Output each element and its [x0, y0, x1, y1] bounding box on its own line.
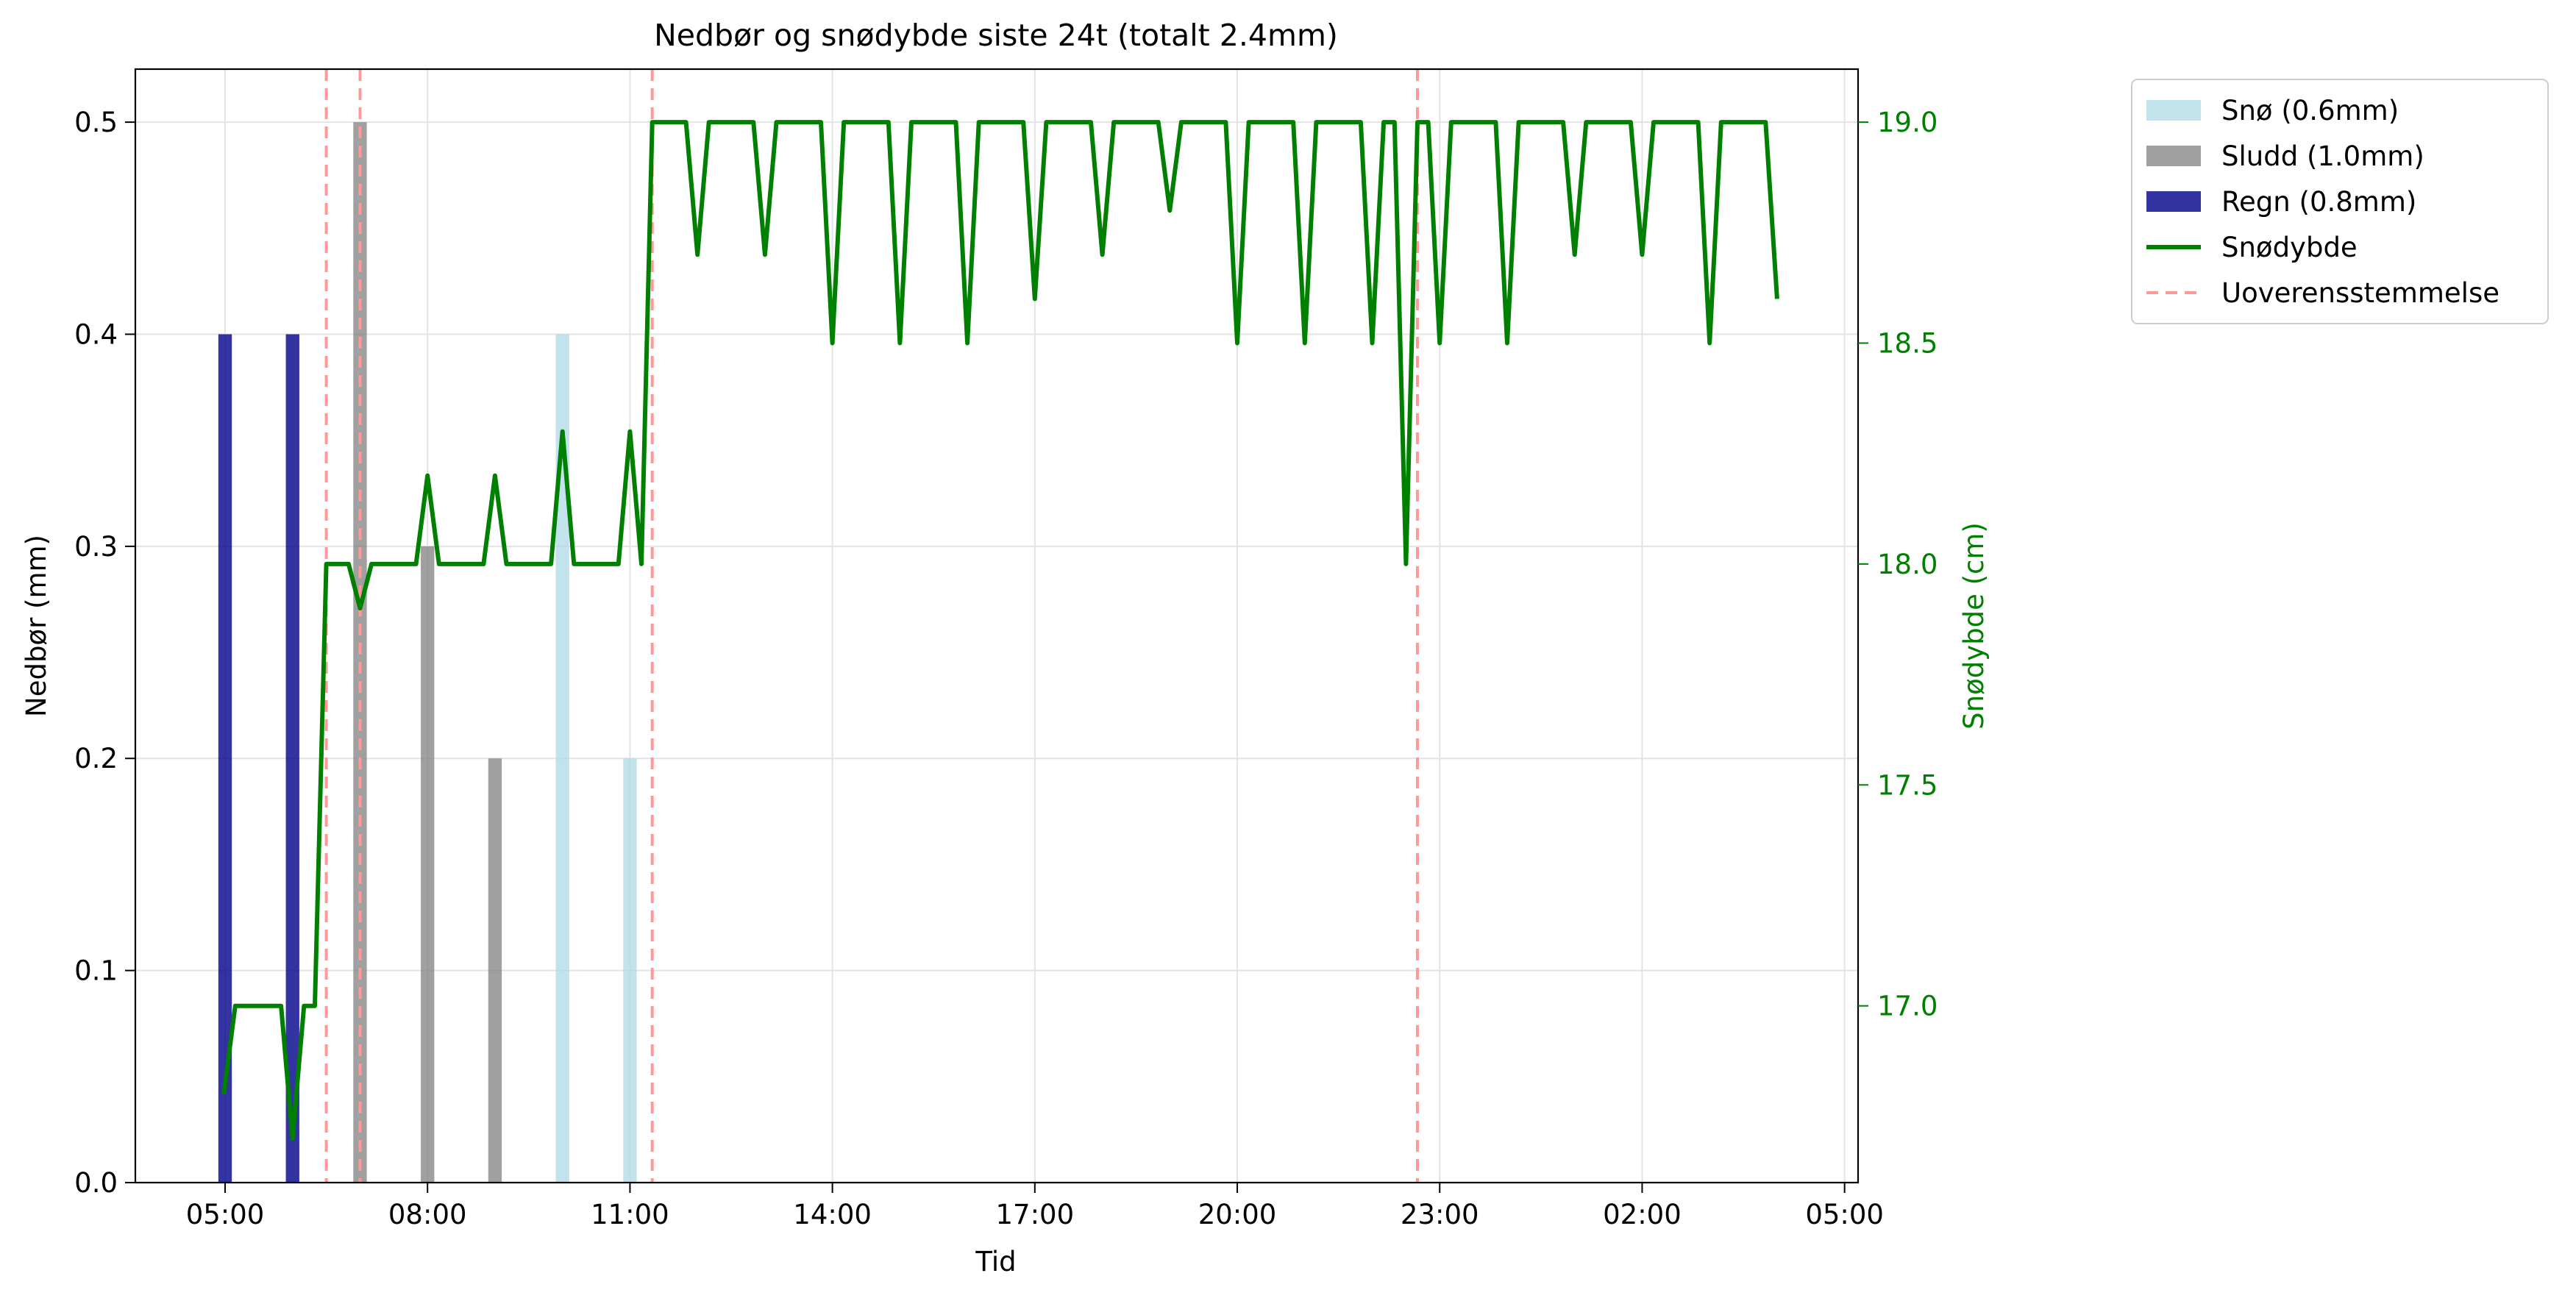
y-left-tick-label: 0.2	[74, 743, 118, 774]
x-axis-label: Tid	[975, 1246, 1016, 1277]
bar-regn	[218, 334, 232, 1183]
legend-label-sno: Snø (0.6mm)	[2221, 95, 2399, 126]
snow-depth-line	[221, 120, 1779, 1141]
y-right-tick-label: 17.0	[1877, 991, 1938, 1022]
bar-sno	[555, 334, 569, 1183]
y-right-tick-label: 17.5	[1877, 769, 1938, 801]
y-right-tick-label: 19.0	[1877, 107, 1938, 138]
bar-sno	[623, 758, 637, 1183]
x-tick-label: 23:00	[1401, 1199, 1479, 1230]
bar-sludd	[421, 546, 435, 1183]
bar-regn	[285, 334, 299, 1183]
legend-swatch-regn	[2146, 191, 2201, 212]
legend-swatch-sno	[2146, 100, 2201, 121]
x-tick-label: 17:00	[996, 1199, 1075, 1230]
x-tick-label: 08:00	[388, 1199, 467, 1230]
legend-label-regn: Regn (0.8mm)	[2221, 186, 2416, 218]
y-left-tick-label: 0.1	[74, 955, 118, 987]
chart-title: Nedbør og snødybde siste 24t (totalt 2.4…	[654, 18, 1338, 53]
legend-label-uoverensstemmelse: Uoverensstemmelse	[2221, 277, 2499, 309]
x-tick-label: 02:00	[1603, 1199, 1682, 1230]
plot-frame	[134, 68, 1860, 1184]
legend-box	[2131, 79, 2549, 324]
x-tick-label: 05:00	[186, 1199, 265, 1230]
y-axis-left-label: Nedbør (mm)	[21, 535, 52, 717]
y-left-tick-label: 0.5	[74, 107, 118, 138]
bar-sludd	[488, 758, 502, 1183]
legend: Snø (0.6mm) Sludd (1.0mm) Regn (0.8mm) Snød…	[2131, 79, 2549, 324]
y-left-tick-label: 0.0	[74, 1167, 118, 1199]
plot-area	[135, 69, 1858, 1183]
x-tick-label: 11:00	[591, 1199, 669, 1230]
y-right-tick-label: 18.0	[1877, 549, 1938, 580]
y-axis-right-label: Snødybde (cm)	[1958, 522, 1990, 730]
x-tick-label: 20:00	[1198, 1199, 1277, 1230]
x-axis-ticks: 05:00 08:00 11:00 14:00 17:00 20:00 23:00 02:00…	[186, 1183, 1884, 1230]
legend-label-sludd: Sludd (1.0mm)	[2221, 140, 2424, 172]
y-left-tick-label: 0.4	[74, 318, 118, 350]
legend-swatch-sludd	[2146, 146, 2201, 166]
y-axis-left-ticks: 0.0 0.1 0.2 0.3 0.4 0.5	[74, 107, 135, 1199]
y-right-tick-label: 18.5	[1877, 327, 1938, 359]
y-axis-right-ticks: 17.0 17.5 18.0 18.5 19.0	[1858, 107, 1938, 1022]
snow-depth-series	[221, 120, 1779, 1141]
x-tick-label: 14:00	[793, 1199, 872, 1230]
legend-label-snodybde: Snødybde	[2221, 232, 2358, 263]
x-tick-label: 05:00	[1805, 1199, 1884, 1230]
y-left-tick-label: 0.3	[74, 531, 118, 563]
